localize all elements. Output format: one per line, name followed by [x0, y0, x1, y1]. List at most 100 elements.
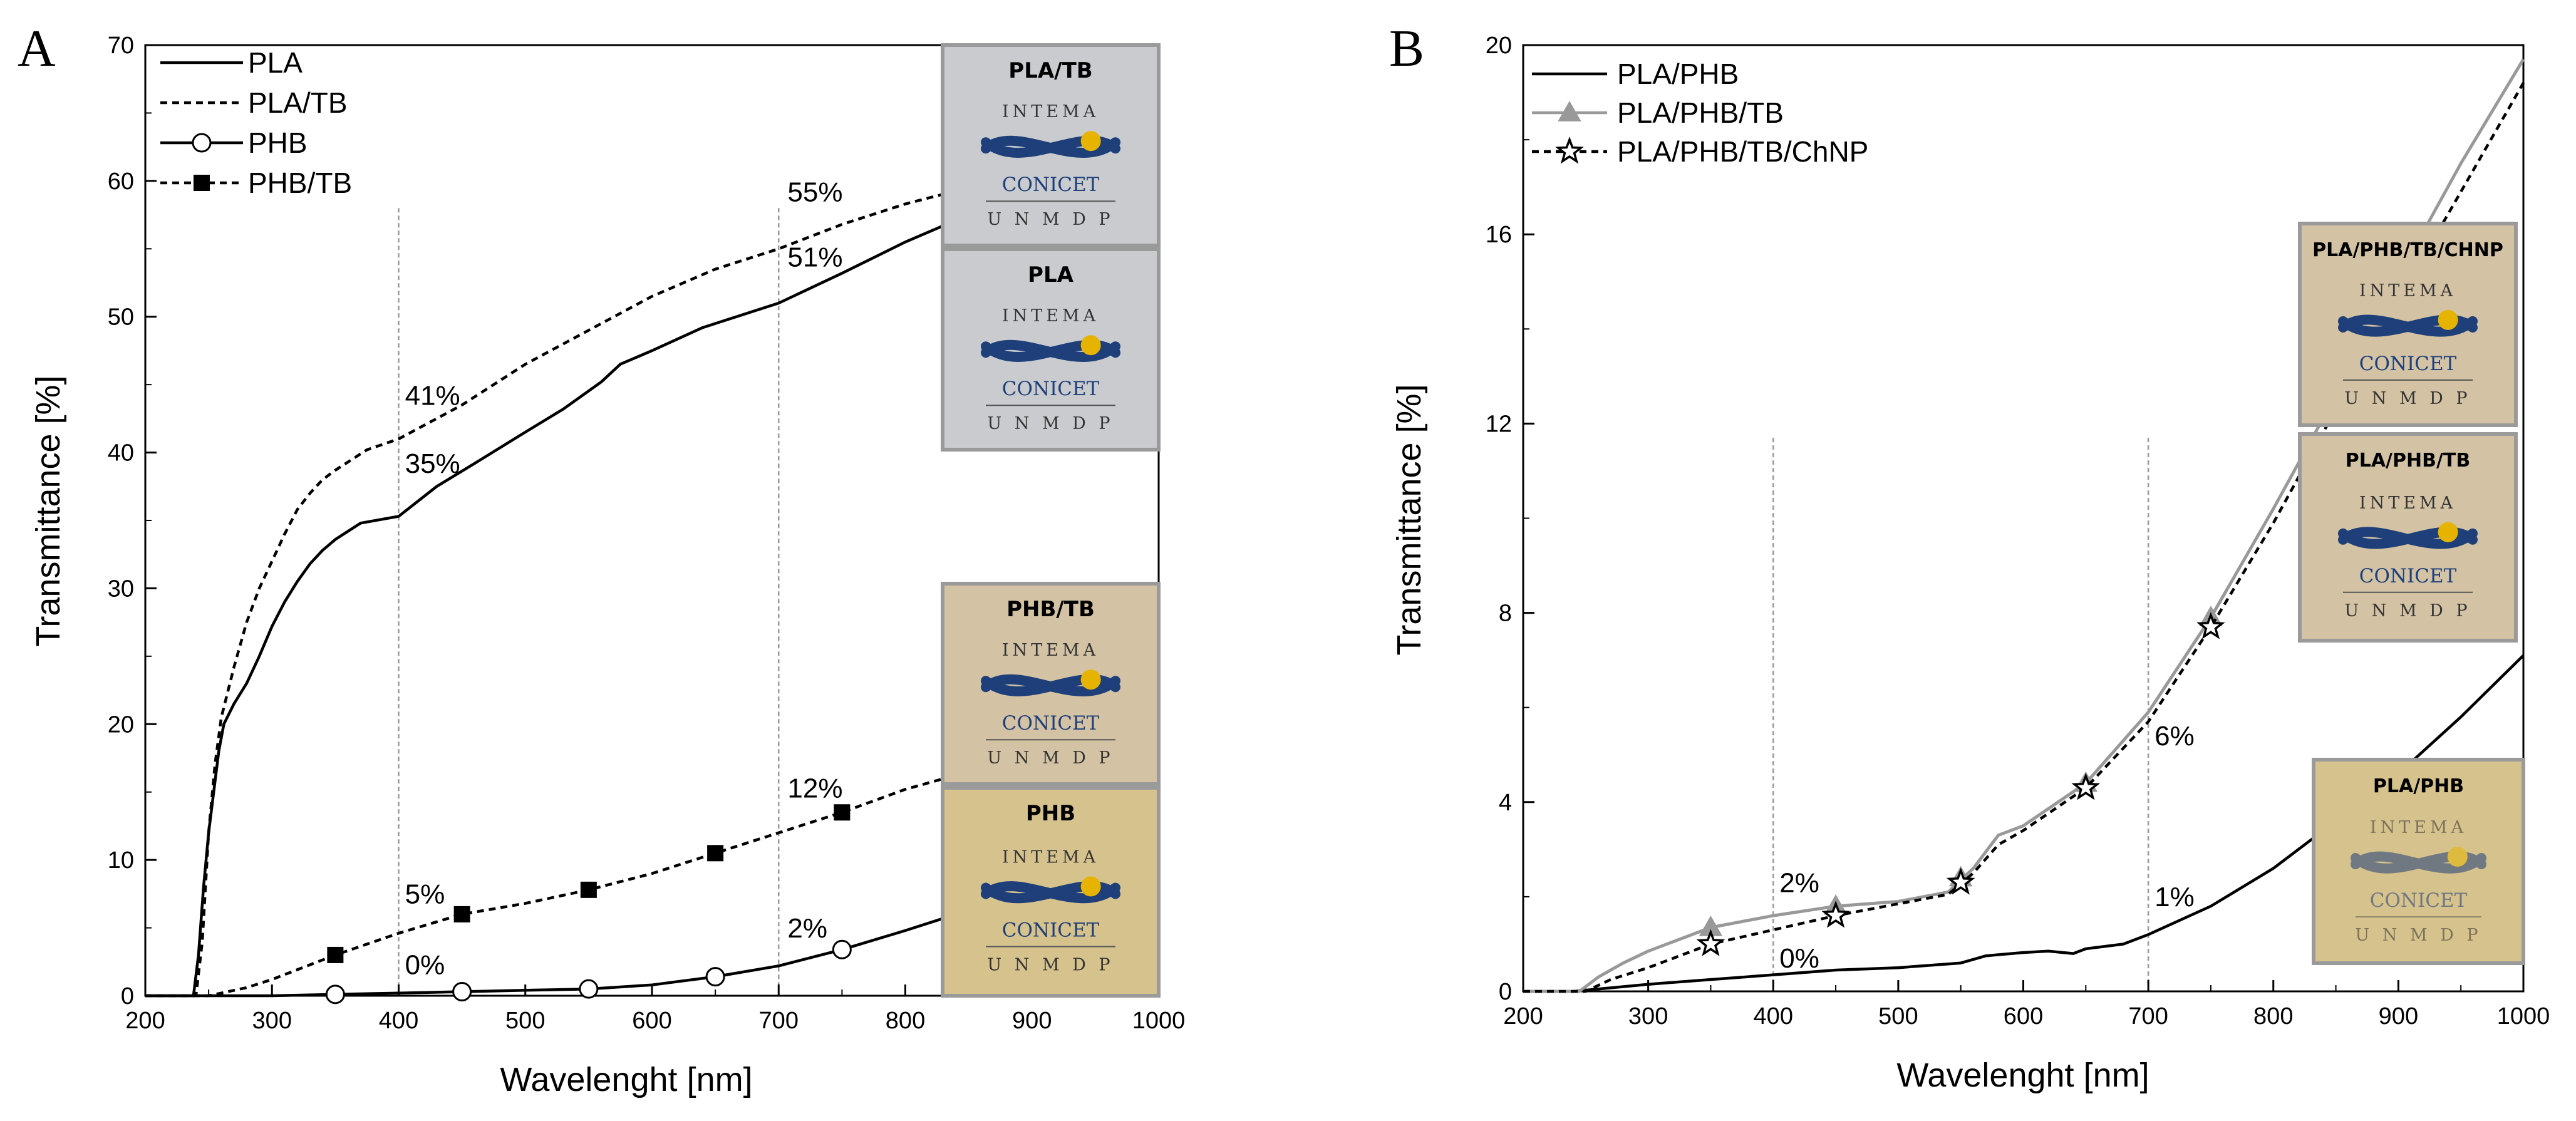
- annotation-label: 2%: [787, 913, 827, 944]
- panel-b-legend: PLA/PHB PLA/PHB/TB PLA/PHB/TB/ChNP: [1532, 58, 1868, 168]
- annotation-label: 0%: [1779, 943, 1819, 974]
- y-tick-label: 4: [1499, 790, 1512, 816]
- logo-text-conicet: CONICET: [1002, 712, 1100, 735]
- panel-b-y-axis-title: Transmittance [%]: [1390, 384, 1428, 655]
- logo-text-conicet: CONICET: [2359, 353, 2457, 375]
- y-tick-label: 60: [108, 168, 134, 195]
- panel-a-guide-lines: [398, 208, 780, 996]
- x-tick-label: 600: [632, 1008, 671, 1034]
- y-tick-label: 70: [108, 33, 134, 59]
- panel-a-y-ticks: 0 10 20 30 40 50 60 70: [108, 33, 157, 1010]
- logo-text-unmdp: U N M D P: [2344, 601, 2471, 621]
- panel-b-y-ticks: 0 4 8 12 16 20: [1486, 33, 1534, 1005]
- legend-label: PLA: [248, 46, 303, 79]
- series-marker-phb: [325, 984, 345, 1005]
- conicet-logo-2: INTEMA CONICET U N M D P: [981, 641, 1120, 768]
- series-marker-phb-tb: [707, 845, 724, 862]
- x-tick-label: 300: [252, 1008, 292, 1034]
- x-tick-label: 1000: [1132, 1008, 1186, 1034]
- y-tick-label: 16: [1486, 222, 1512, 248]
- legend-marker: [192, 133, 212, 153]
- panel-a-annotations: 41% 35% 55% 51% 5% 0% 12% 2%: [405, 177, 843, 980]
- panel-a-x-ticks: 200 300 400 500 600 700 800 900 1000: [125, 984, 1185, 1034]
- series-marker-pla-phb-tb-chnp: [1946, 867, 1975, 895]
- legend-label: PLA/TB: [248, 86, 348, 119]
- logo-swoosh-icon: [2338, 314, 2478, 337]
- x-tick-label: 200: [1503, 1003, 1543, 1030]
- panel-letter-b: B: [1389, 19, 1424, 78]
- conicet-logo-0: INTEMA CONICET U N M D P: [2338, 281, 2478, 408]
- conicet-logo-1: INTEMA CONICET U N M D P: [2338, 493, 2478, 621]
- x-tick-label: 400: [1754, 1003, 1793, 1030]
- series-line-pla: [145, 138, 1159, 998]
- logo-sun-icon: [2438, 522, 2458, 542]
- logo-text-intema: INTEMA: [1002, 102, 1099, 121]
- logo-swoosh-icon: [981, 674, 1120, 696]
- logo-sun-icon: [2447, 847, 2468, 867]
- sample-photo-pla: PLA INTEMA CONICET U N M D P: [941, 247, 1161, 452]
- logo-swoosh-icon: [981, 135, 1120, 158]
- logo-text-conicet: CONICET: [2359, 565, 2457, 587]
- panel-a-sample-photos: PLA/TB INTEMA CONICET U N M D P PLA INTEMA CON…: [941, 43, 1161, 998]
- legend-label: PHB/TB: [248, 167, 352, 199]
- x-tick-label: 800: [2253, 1003, 2293, 1030]
- photo-label: PLA/TB: [1008, 58, 1092, 83]
- series-marker-phb: [579, 979, 599, 999]
- x-tick-label: 1000: [2497, 1003, 2550, 1030]
- y-tick-label: 20: [1486, 33, 1512, 59]
- logo-text-unmdp: U N M D P: [987, 956, 1114, 975]
- logo-text-conicet: CONICET: [1002, 919, 1100, 942]
- sample-photo-pla-phb-tb-chnp: PLA/PHB/TB/CHNP INTEMA CONICET U N M D P: [2298, 222, 2518, 427]
- annotation-label: 1%: [2154, 882, 2195, 912]
- annotation-label: 12%: [787, 773, 842, 803]
- series-marker-phb: [705, 967, 725, 987]
- annotation-label: 51%: [787, 242, 842, 272]
- x-tick-label: 400: [379, 1008, 418, 1034]
- logo-text-unmdp: U N M D P: [987, 210, 1114, 229]
- y-tick-label: 50: [108, 304, 134, 331]
- logo-text-conicet: CONICET: [1002, 378, 1100, 400]
- conicet-logo-3: INTEMA CONICET U N M D P: [981, 848, 1120, 975]
- x-tick-label: 500: [505, 1008, 545, 1034]
- x-tick-label: 600: [2004, 1003, 2043, 1030]
- y-tick-label: 20: [108, 711, 134, 738]
- x-tick-label: 700: [2128, 1003, 2168, 1030]
- logo-sun-icon: [1080, 669, 1101, 690]
- legend-marker: [194, 175, 210, 191]
- x-tick-label: 700: [759, 1008, 799, 1034]
- annotation-label: 35%: [405, 448, 460, 479]
- logo-swoosh-icon: [2351, 851, 2486, 874]
- legend-marker: [1558, 100, 1581, 121]
- sample-photo-pla-phb-tb: PLA/PHB/TB INTEMA CONICET U N M D P: [2298, 432, 2518, 643]
- annotation-label: 5%: [405, 879, 445, 910]
- series-marker-phb: [452, 981, 472, 1001]
- series-marker-phb-tb: [834, 804, 851, 821]
- legend-label: PLA/PHB: [1617, 58, 1739, 90]
- logo-swoosh-icon: [2338, 527, 2478, 549]
- photo-label: PLA/PHB/TB: [2346, 450, 2471, 472]
- panel-b-chart: B 200 300 400 500 600 700 800 900 1000 0 4 8 12 16 20…: [1389, 19, 2550, 1094]
- logo-text-intema: INTEMA: [1002, 306, 1099, 326]
- logo-text-intema: INTEMA: [2359, 281, 2456, 301]
- logo-sun-icon: [1080, 335, 1101, 356]
- photo-label: PHB/TB: [1006, 597, 1095, 622]
- panel-a-x-axis-title: Wavelenght [nm]: [500, 1061, 752, 1098]
- photo-frame: [2298, 222, 2518, 427]
- logo-text-unmdp: U N M D P: [2355, 926, 2481, 945]
- y-tick-label: 30: [108, 576, 134, 602]
- photo-label: PLA/PHB: [2373, 775, 2464, 797]
- x-tick-label: 800: [886, 1008, 925, 1034]
- x-tick-label: 300: [1628, 1003, 1668, 1030]
- logo-text-unmdp: U N M D P: [2344, 389, 2471, 408]
- conicet-logo-1: INTEMA CONICET U N M D P: [981, 306, 1120, 433]
- y-tick-label: 12: [1486, 411, 1512, 437]
- conicet-logo-0: INTEMA CONICET U N M D P: [981, 102, 1120, 229]
- legend-label: PLA/PHB/TB: [1617, 96, 1784, 129]
- panel-b-x-axis-title: Wavelenght [nm]: [1896, 1056, 2149, 1094]
- sample-photo-phb: PHB INTEMA CONICET U N M D P: [941, 786, 1161, 998]
- y-tick-label: 10: [108, 847, 134, 874]
- x-tick-label: 900: [1012, 1008, 1052, 1034]
- legend-label: PHB: [248, 127, 308, 159]
- y-tick-label: 8: [1499, 601, 1512, 627]
